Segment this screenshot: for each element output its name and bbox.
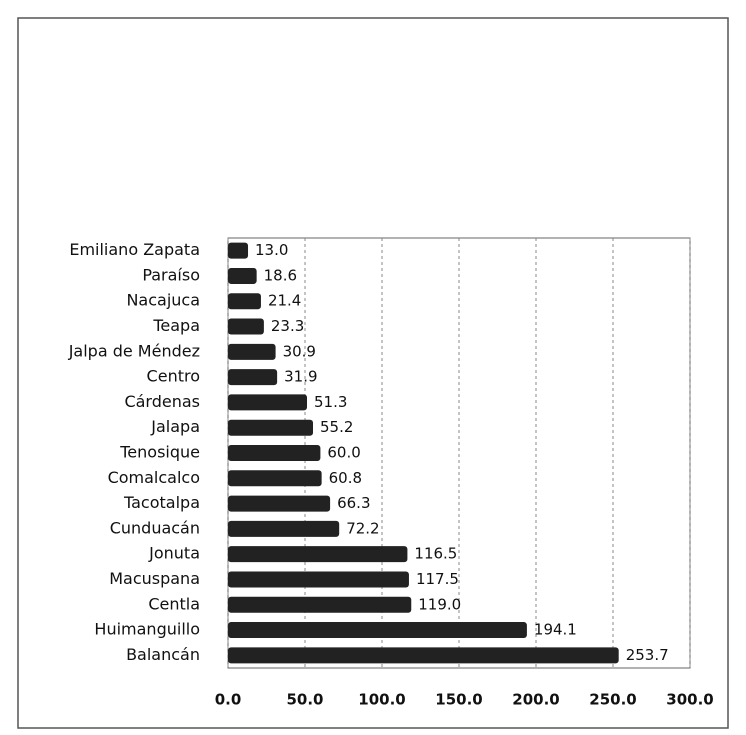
y-tick-label: Centla	[148, 594, 200, 613]
y-tick-label: Balancán	[126, 645, 200, 664]
bar	[228, 571, 409, 588]
bar	[228, 596, 412, 613]
y-tick-label: Teapa	[152, 316, 200, 335]
bar	[228, 647, 619, 664]
x-tick-label: 200.0	[512, 691, 559, 709]
data-label: 253.7	[626, 646, 669, 664]
y-tick-label: Emiliano Zapata	[69, 240, 200, 259]
data-label: 31.9	[284, 368, 317, 386]
data-label: 55.2	[320, 418, 353, 436]
y-tick-label: Centro	[147, 367, 200, 386]
y-tick-label: Jalpa de Méndez	[68, 341, 200, 360]
x-tick-label: 250.0	[589, 691, 636, 709]
y-tick-label: Jalapa	[150, 417, 200, 436]
bar	[228, 622, 527, 639]
bar	[228, 343, 276, 360]
y-tick-label: Macuspana	[109, 569, 200, 588]
data-label: 117.5	[416, 570, 459, 588]
x-tick-label: 0.0	[215, 691, 242, 709]
y-tick-label: Huimanguillo	[94, 620, 200, 639]
y-tick-label: Cunduacán	[110, 518, 200, 537]
bar	[228, 495, 331, 512]
bar	[228, 267, 257, 284]
x-tick-label: 150.0	[435, 691, 482, 709]
data-label: 66.3	[337, 494, 370, 512]
bar	[228, 470, 322, 487]
x-tick-label: 100.0	[358, 691, 405, 709]
data-label: 23.3	[271, 317, 304, 335]
bar	[228, 445, 321, 461]
data-label: 30.9	[283, 342, 316, 360]
y-tick-label: Tacotalpa	[123, 493, 200, 512]
y-tick-label: Jonuta	[148, 544, 200, 563]
y-tick-label: Paraíso	[142, 265, 200, 284]
bar	[228, 369, 278, 386]
bar	[228, 293, 261, 310]
x-tick-label: 300.0	[666, 691, 713, 709]
data-label: 60.0	[327, 444, 360, 462]
bar	[228, 520, 340, 537]
x-tick-label: 50.0	[286, 691, 323, 709]
data-label: 72.2	[346, 519, 379, 537]
data-label: 60.8	[329, 469, 362, 487]
bar	[228, 546, 408, 563]
data-label: 18.6	[264, 266, 297, 284]
data-label: 116.5	[414, 545, 457, 563]
y-tick-label: Tenosique	[119, 443, 200, 462]
data-label: 119.0	[418, 595, 461, 613]
chart-border	[17, 17, 729, 729]
data-label: 51.3	[314, 393, 347, 411]
y-tick-label: Cárdenas	[124, 392, 200, 411]
data-label: 194.1	[534, 621, 577, 639]
y-tick-label: Comalcalco	[108, 468, 200, 487]
y-tick-label: Nacajuca	[126, 291, 200, 310]
bar	[228, 419, 314, 436]
data-label: 13.0	[255, 241, 288, 259]
bar	[228, 242, 249, 259]
data-label: 21.4	[268, 292, 301, 310]
bar	[228, 318, 264, 335]
bar	[228, 394, 308, 411]
